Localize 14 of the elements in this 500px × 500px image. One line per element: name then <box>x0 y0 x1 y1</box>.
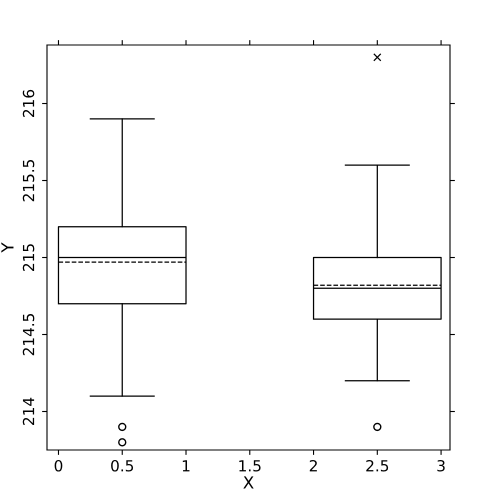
x-tick-label: 3 <box>437 460 445 472</box>
y-tick-label: 216 <box>22 90 34 117</box>
x-tick-label: 0.5 <box>111 460 134 472</box>
y-tick-label: 215.5 <box>22 160 34 202</box>
x-tick-label: 0 <box>54 460 62 472</box>
x-tick-label: 2.5 <box>366 460 388 472</box>
y-tick-label: 214 <box>22 398 34 425</box>
x-tick-label: 1.5 <box>239 460 261 472</box>
x-tick-label: 2 <box>310 460 317 472</box>
y-tick-label: 215 <box>22 244 34 271</box>
x-tick-label: 1 <box>182 460 190 472</box>
y-axis-title: Y <box>1 242 14 253</box>
y-tick-label: 214.5 <box>22 314 34 356</box>
x-axis-title: X <box>243 476 254 489</box>
